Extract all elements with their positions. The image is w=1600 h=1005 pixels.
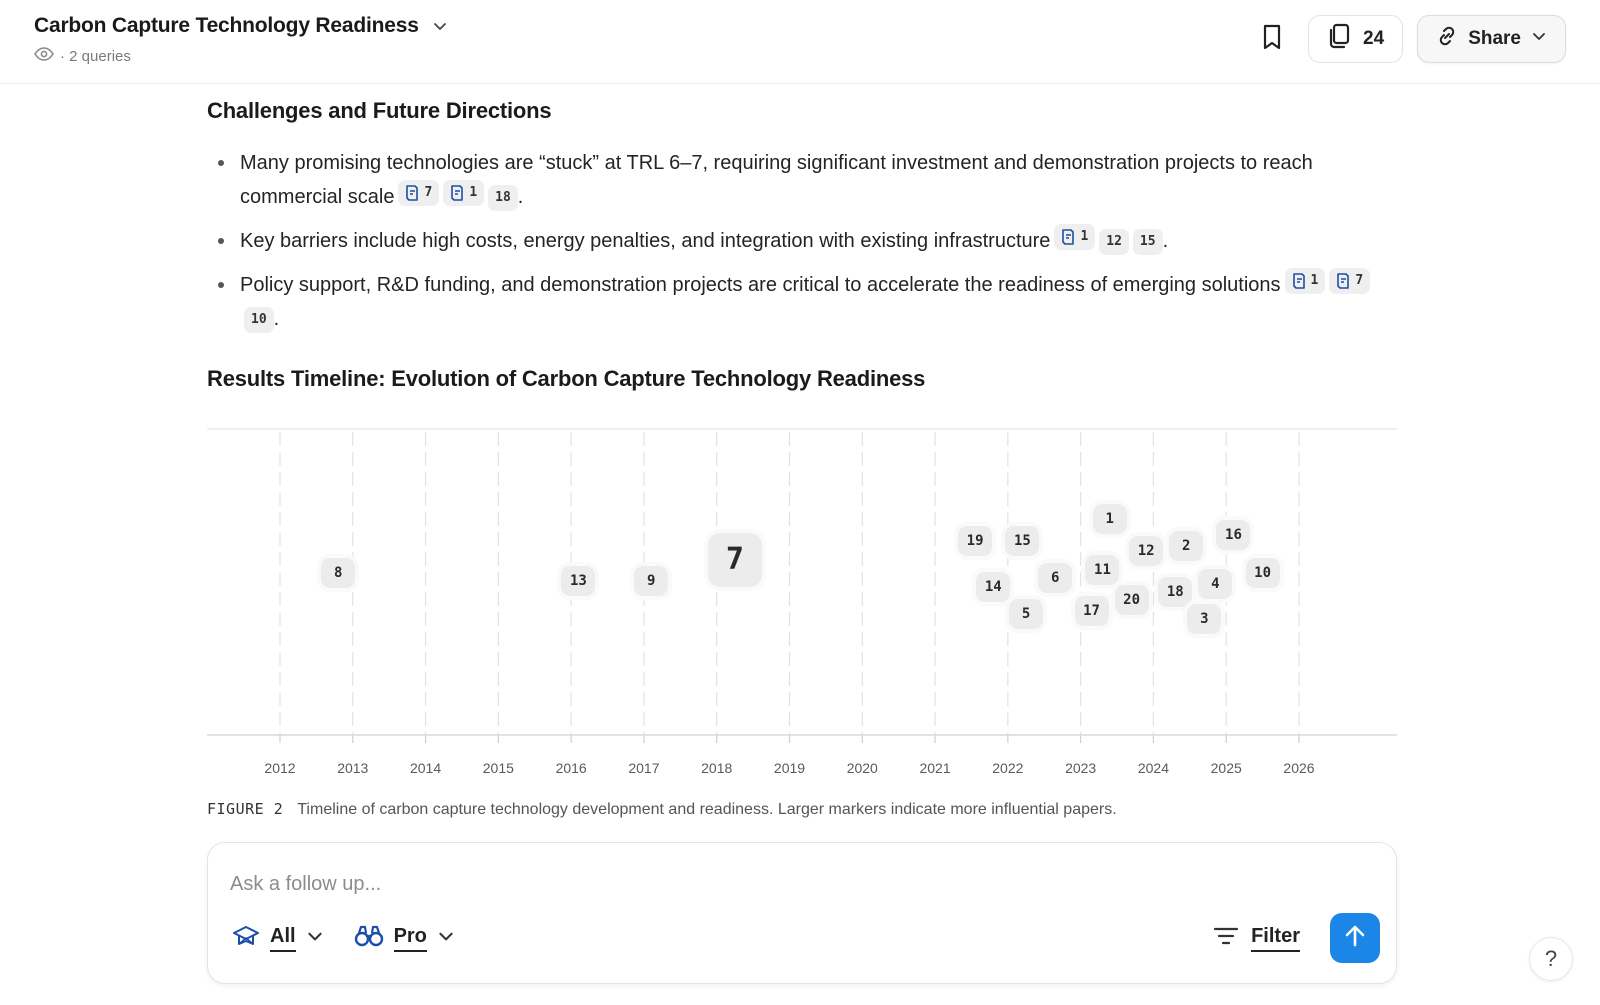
citation-chip[interactable]: 18	[488, 185, 518, 211]
arrow-up-icon	[1344, 924, 1366, 953]
timeline-marker[interactable]: 11	[1085, 555, 1120, 586]
x-tick-label: 2021	[919, 760, 951, 776]
citation-chip[interactable]: 1	[1054, 224, 1096, 250]
follow-up-composer: All Pro Filter	[207, 842, 1397, 984]
doc-icon	[405, 185, 419, 201]
timeline-marker[interactable]: 17	[1074, 595, 1109, 626]
answer-content: Challenges and Future Directions Many pr…	[207, 98, 1397, 392]
citation-chip[interactable]: 12	[1099, 229, 1129, 255]
x-tick-label: 2014	[409, 760, 442, 776]
citation-chip[interactable]: 10	[244, 307, 274, 333]
doc-icon	[450, 185, 464, 201]
doc-icon	[1336, 273, 1350, 289]
model-mode-label: Pro	[393, 925, 427, 952]
timeline-marker[interactable]: 14	[976, 571, 1011, 602]
x-tick-label: 2023	[1065, 760, 1097, 776]
source-mode-label: All	[270, 925, 296, 952]
x-tick-label: 2017	[628, 760, 660, 776]
timeline-marker[interactable]: 6	[1038, 563, 1073, 594]
timeline-marker[interactable]: 18	[1158, 576, 1193, 607]
x-tick-label: 2025	[1210, 760, 1242, 776]
share-label: Share	[1468, 28, 1521, 49]
citation-chip[interactable]: 7	[398, 180, 440, 206]
section-heading-challenges: Challenges and Future Directions	[207, 98, 552, 123]
timeline-chart-svg	[207, 428, 1397, 743]
source-mode-selector[interactable]: All	[232, 922, 324, 955]
query-count: · 2 queries	[60, 47, 131, 65]
x-tick-label: 2019	[773, 760, 806, 776]
binoculars-icon	[354, 924, 384, 953]
x-tick-label: 2020	[846, 760, 878, 776]
bullet-text: Key barriers include high costs, energy …	[240, 230, 1051, 252]
timeline-marker[interactable]: 3	[1187, 603, 1222, 634]
bullet-text: Policy support, R&D funding, and demonst…	[240, 274, 1281, 296]
figure-label: FIGURE 2	[207, 800, 284, 818]
filter-icon	[1213, 926, 1239, 951]
top-header: Carbon Capture Technology Readiness · 2 …	[0, 0, 1600, 84]
x-tick-label: 2022	[992, 760, 1024, 776]
timeline-marker[interactable]: 20	[1114, 585, 1149, 615]
copy-icon	[1327, 23, 1351, 55]
help-button[interactable]: ?	[1529, 937, 1573, 981]
timeline-marker[interactable]: 19	[958, 525, 993, 556]
send-button[interactable]	[1330, 913, 1380, 963]
citation-chip[interactable]: 1	[1284, 268, 1326, 294]
chevron-down-icon[interactable]	[429, 15, 451, 37]
timeline-marker[interactable]: 13	[561, 566, 596, 597]
filter-button[interactable]: Filter	[1213, 925, 1300, 952]
timeline-marker[interactable]: 7	[707, 532, 762, 587]
doc-icon	[1292, 273, 1306, 289]
bullet-text: Many promising technologies are “stuck” …	[240, 152, 1313, 208]
chevron-down-icon	[1531, 28, 1547, 50]
x-tick-label: 2024	[1137, 760, 1169, 776]
timeline-chart: 2012 2013 2014 2015 2016 2017 2018 2019 2020 2021…	[207, 428, 1397, 778]
x-tick-label: 2013	[337, 760, 369, 776]
thread-title-block: Carbon Capture Technology Readiness · 2 …	[34, 14, 451, 65]
timeline-marker[interactable]: 4	[1198, 568, 1233, 599]
figure-caption: FIGURE 2 Timeline of carbon capture techn…	[207, 800, 1117, 819]
citation-chip[interactable]: 15	[1132, 229, 1163, 255]
thread-meta: · 2 queries	[34, 47, 451, 65]
graduation-cap-icon	[232, 922, 260, 955]
list-item: Many promising technologies are “stuck” …	[207, 146, 1397, 214]
eye-icon	[34, 47, 54, 65]
filter-label: Filter	[1251, 925, 1300, 952]
timeline-marker[interactable]: 5	[1009, 598, 1044, 629]
list-item: Policy support, R&D funding, and demonst…	[207, 268, 1397, 336]
timeline-marker[interactable]: 1	[1092, 504, 1127, 534]
doc-icon	[1061, 229, 1075, 245]
timeline-marker[interactable]: 10	[1245, 558, 1280, 588]
section-heading-timeline: Results Timeline: Evolution of Carbon Ca…	[207, 366, 926, 391]
sources-button[interactable]: 24	[1308, 15, 1404, 63]
x-tick-label: 2018	[701, 760, 733, 776]
bookmark-button[interactable]	[1250, 16, 1294, 62]
timeline-marker[interactable]: 9	[634, 566, 669, 597]
x-tick-label: 2016	[555, 760, 587, 776]
timeline-marker[interactable]: 16	[1216, 520, 1251, 551]
follow-up-input[interactable]	[230, 873, 1130, 896]
timeline-marker[interactable]: 15	[1005, 525, 1040, 556]
list-item: Key barriers include high costs, energy …	[207, 224, 1397, 258]
challenges-list: Many promising technologies are “stuck” …	[207, 146, 1397, 336]
bookmark-icon	[1261, 24, 1283, 55]
x-tick-label: 2012	[264, 760, 296, 776]
chevron-down-icon	[437, 927, 455, 950]
timeline-marker[interactable]: 8	[321, 558, 356, 588]
citation-chip[interactable]: 1	[443, 180, 485, 206]
link-icon	[1436, 25, 1458, 53]
x-tick-label: 2015	[482, 760, 514, 776]
page-title[interactable]: Carbon Capture Technology Readiness	[34, 14, 419, 37]
timeline-marker[interactable]: 2	[1169, 531, 1204, 561]
chevron-down-icon	[306, 927, 324, 950]
citation-chip[interactable]: 7	[1329, 268, 1371, 294]
model-mode-selector[interactable]: Pro	[354, 924, 455, 953]
x-tick-label: 2026	[1283, 760, 1315, 776]
share-button[interactable]: Share	[1417, 15, 1566, 63]
caption-text: Timeline of carbon capture technology de…	[297, 801, 1117, 818]
timeline-marker[interactable]: 12	[1129, 536, 1164, 567]
sources-count: 24	[1363, 28, 1385, 49]
